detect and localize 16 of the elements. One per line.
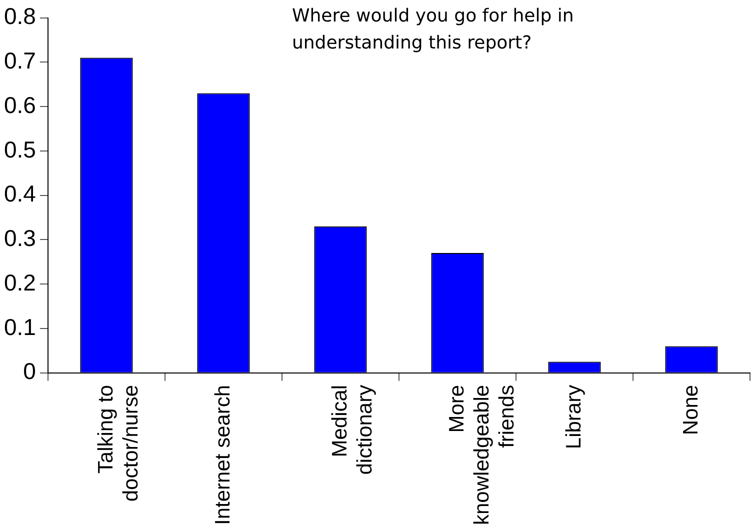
y-tick-label: 0.7 [4,48,36,74]
x-tick-label: More knowledgeable friends [445,384,519,525]
x-tick-label: Internet search [211,384,234,525]
y-tick-label: 0.2 [4,269,36,296]
x-tick-label: None [679,384,702,436]
y-tick-label: 0 [23,358,36,384]
y-tick-label: 0.5 [4,136,36,162]
y-tick-label: 0.4 [4,180,36,207]
y-tick-label: 0.1 [4,314,36,340]
x-tick-label: Library [562,384,586,450]
x-tick-label: Talking to doctor/nurse [94,384,142,502]
x-tick-label: Medical dictionary [328,384,376,475]
y-tick-label: 0.6 [4,92,36,118]
y-tick-label: 0.8 [4,3,36,30]
chart-title: Where would you go for help in understanding this report? [292,6,574,54]
y-tick-label: 0.3 [4,225,36,252]
